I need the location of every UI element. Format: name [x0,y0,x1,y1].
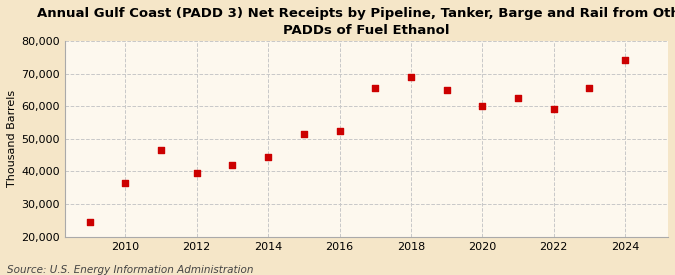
Point [298,132,309,136]
Point [513,96,524,100]
Point [84,220,95,224]
Text: Source: U.S. Energy Information Administration: Source: U.S. Energy Information Administ… [7,265,253,275]
Point [548,107,559,112]
Point [620,58,630,63]
Point [584,86,595,90]
Point [120,181,131,185]
Point [334,128,345,133]
Point [370,86,381,90]
Y-axis label: Thousand Barrels: Thousand Barrels [7,90,17,187]
Point [263,155,273,159]
Point [191,171,202,175]
Title: Annual Gulf Coast (PADD 3) Net Receipts by Pipeline, Tanker, Barge and Rail from: Annual Gulf Coast (PADD 3) Net Receipts … [37,7,675,37]
Point [156,148,167,152]
Point [441,88,452,92]
Point [477,104,488,108]
Point [227,163,238,167]
Point [406,75,416,79]
